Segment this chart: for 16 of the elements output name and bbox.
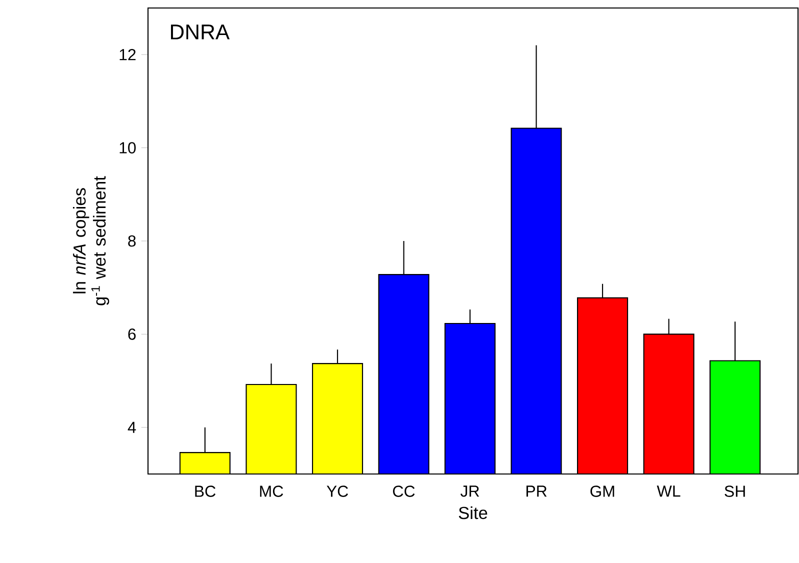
x-tick-label: YC bbox=[326, 486, 348, 497]
x-tick-label: WL bbox=[656, 486, 680, 497]
x-tick-label: GM bbox=[590, 486, 614, 497]
x-tick-label: MC bbox=[260, 486, 284, 497]
x-tick-label: JR bbox=[460, 486, 480, 497]
y-tick-label: 6 bbox=[128, 328, 136, 340]
x-tick-label: CC bbox=[393, 486, 415, 497]
x-axis-title: Site bbox=[458, 506, 488, 520]
x-tick-label: SH bbox=[724, 486, 745, 497]
y-tick-label: 8 bbox=[128, 235, 136, 247]
y-tick-label: 12 bbox=[120, 49, 136, 60]
x-tick-label: PR bbox=[526, 486, 547, 497]
y-tick-label: 10 bbox=[120, 142, 136, 154]
annotation: DNRA bbox=[170, 24, 230, 40]
y-tick-label: 4 bbox=[128, 422, 136, 433]
x-tick-label: BC bbox=[195, 486, 216, 497]
